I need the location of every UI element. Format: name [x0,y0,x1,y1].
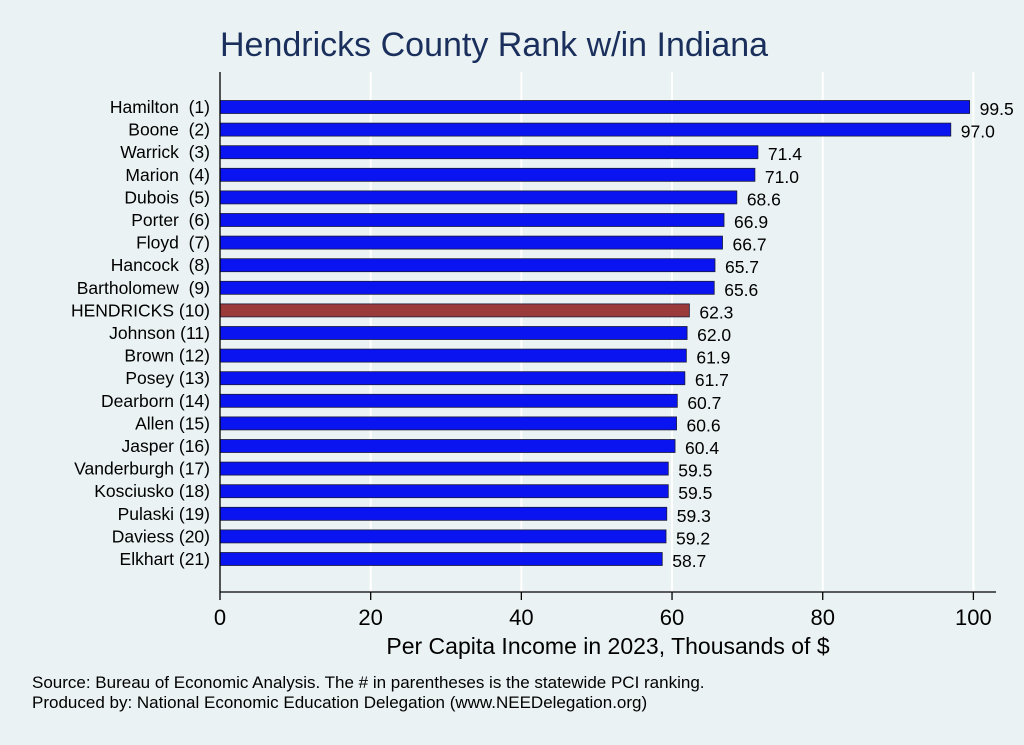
bar [219,506,668,521]
category-label: Marion (4) [125,165,210,185]
bar [219,280,715,295]
category-label: Jasper (16) [121,436,210,456]
value-label: 71.0 [765,167,799,187]
category-label: Warrick (3) [120,142,210,162]
bar [219,393,678,408]
value-label: 59.2 [676,528,710,548]
category-label: Dubois (5) [124,187,210,207]
value-label: 59.5 [678,483,712,503]
category-label: HENDRICKS (10) [71,300,210,320]
value-label: 99.5 [980,99,1014,119]
bar [219,371,686,386]
bar [219,326,688,340]
value-label: 97.0 [961,122,995,142]
bar [219,167,756,182]
category-label: Johnson (11) [109,323,210,343]
axes: 0 20 40 60 80 100 [214,72,996,630]
value-label: 61.7 [695,370,729,390]
bar [219,416,677,431]
value-label: 71.4 [768,144,802,164]
value-label: 60.7 [687,393,721,413]
bar [219,235,723,250]
value-label: 65.7 [725,257,759,277]
bar [219,100,971,114]
value-label: 65.6 [724,280,758,300]
value-label: 58.7 [672,551,706,571]
category-label: Hancock (8) [111,255,210,275]
bar [219,552,663,566]
value-label: 59.5 [678,461,712,481]
bar [219,145,759,160]
category-label: Hamilton (1) [110,97,210,117]
bar [219,439,676,453]
category-label: Dearborn (14) [101,391,210,411]
bar [219,461,669,476]
value-label: 68.6 [747,189,781,209]
x-tick-label: 20 [358,605,382,630]
category-label: Floyd (7) [136,233,210,253]
bar [219,303,690,318]
bar [219,122,952,137]
bar [219,529,667,544]
value-label: 66.7 [733,235,767,255]
category-label: Posey (13) [125,368,210,388]
category-label: Daviess (20) [112,526,210,546]
bars: Hamilton (1) 99.5 Boone (2) 97.0 Warrick (3)… [71,97,1014,571]
category-label: Kosciusko (18) [94,481,210,501]
category-label: Vanderburgh (17) [74,459,210,479]
x-axis-label: Per Capita Income in 2023, Thousands of … [386,633,830,659]
bar [219,213,725,227]
category-label: Bartholomew (9) [77,278,210,298]
value-label: 66.9 [734,212,768,232]
value-label: 60.4 [685,438,719,458]
x-tick-label: 40 [509,605,533,630]
x-tick-label: 100 [955,605,992,630]
source-note: Source: Bureau of Economic Analysis. The… [32,673,705,692]
producer-note: Produced by: National Economic Education… [32,693,648,712]
category-label: Pulaski (19) [118,504,210,524]
value-label: 61.9 [696,348,730,368]
bar [219,190,738,205]
category-label: Elkhart (21) [120,549,210,569]
category-label: Boone (2) [128,120,210,140]
x-tick-label: 60 [660,605,684,630]
category-label: Allen (15) [135,413,210,433]
value-label: 60.6 [687,415,721,435]
x-tick-label: 0 [214,605,226,630]
bar [219,484,669,499]
value-label: 62.0 [697,325,731,345]
category-label: Brown (12) [124,346,210,366]
category-label: Porter (6) [131,210,210,230]
x-tick-label: 80 [810,605,834,630]
bar [219,348,687,363]
chart-title: Hendricks County Rank w/in Indiana [220,26,769,64]
value-label: 62.3 [699,302,733,322]
value-label: 59.3 [677,506,711,526]
bar [219,258,716,273]
